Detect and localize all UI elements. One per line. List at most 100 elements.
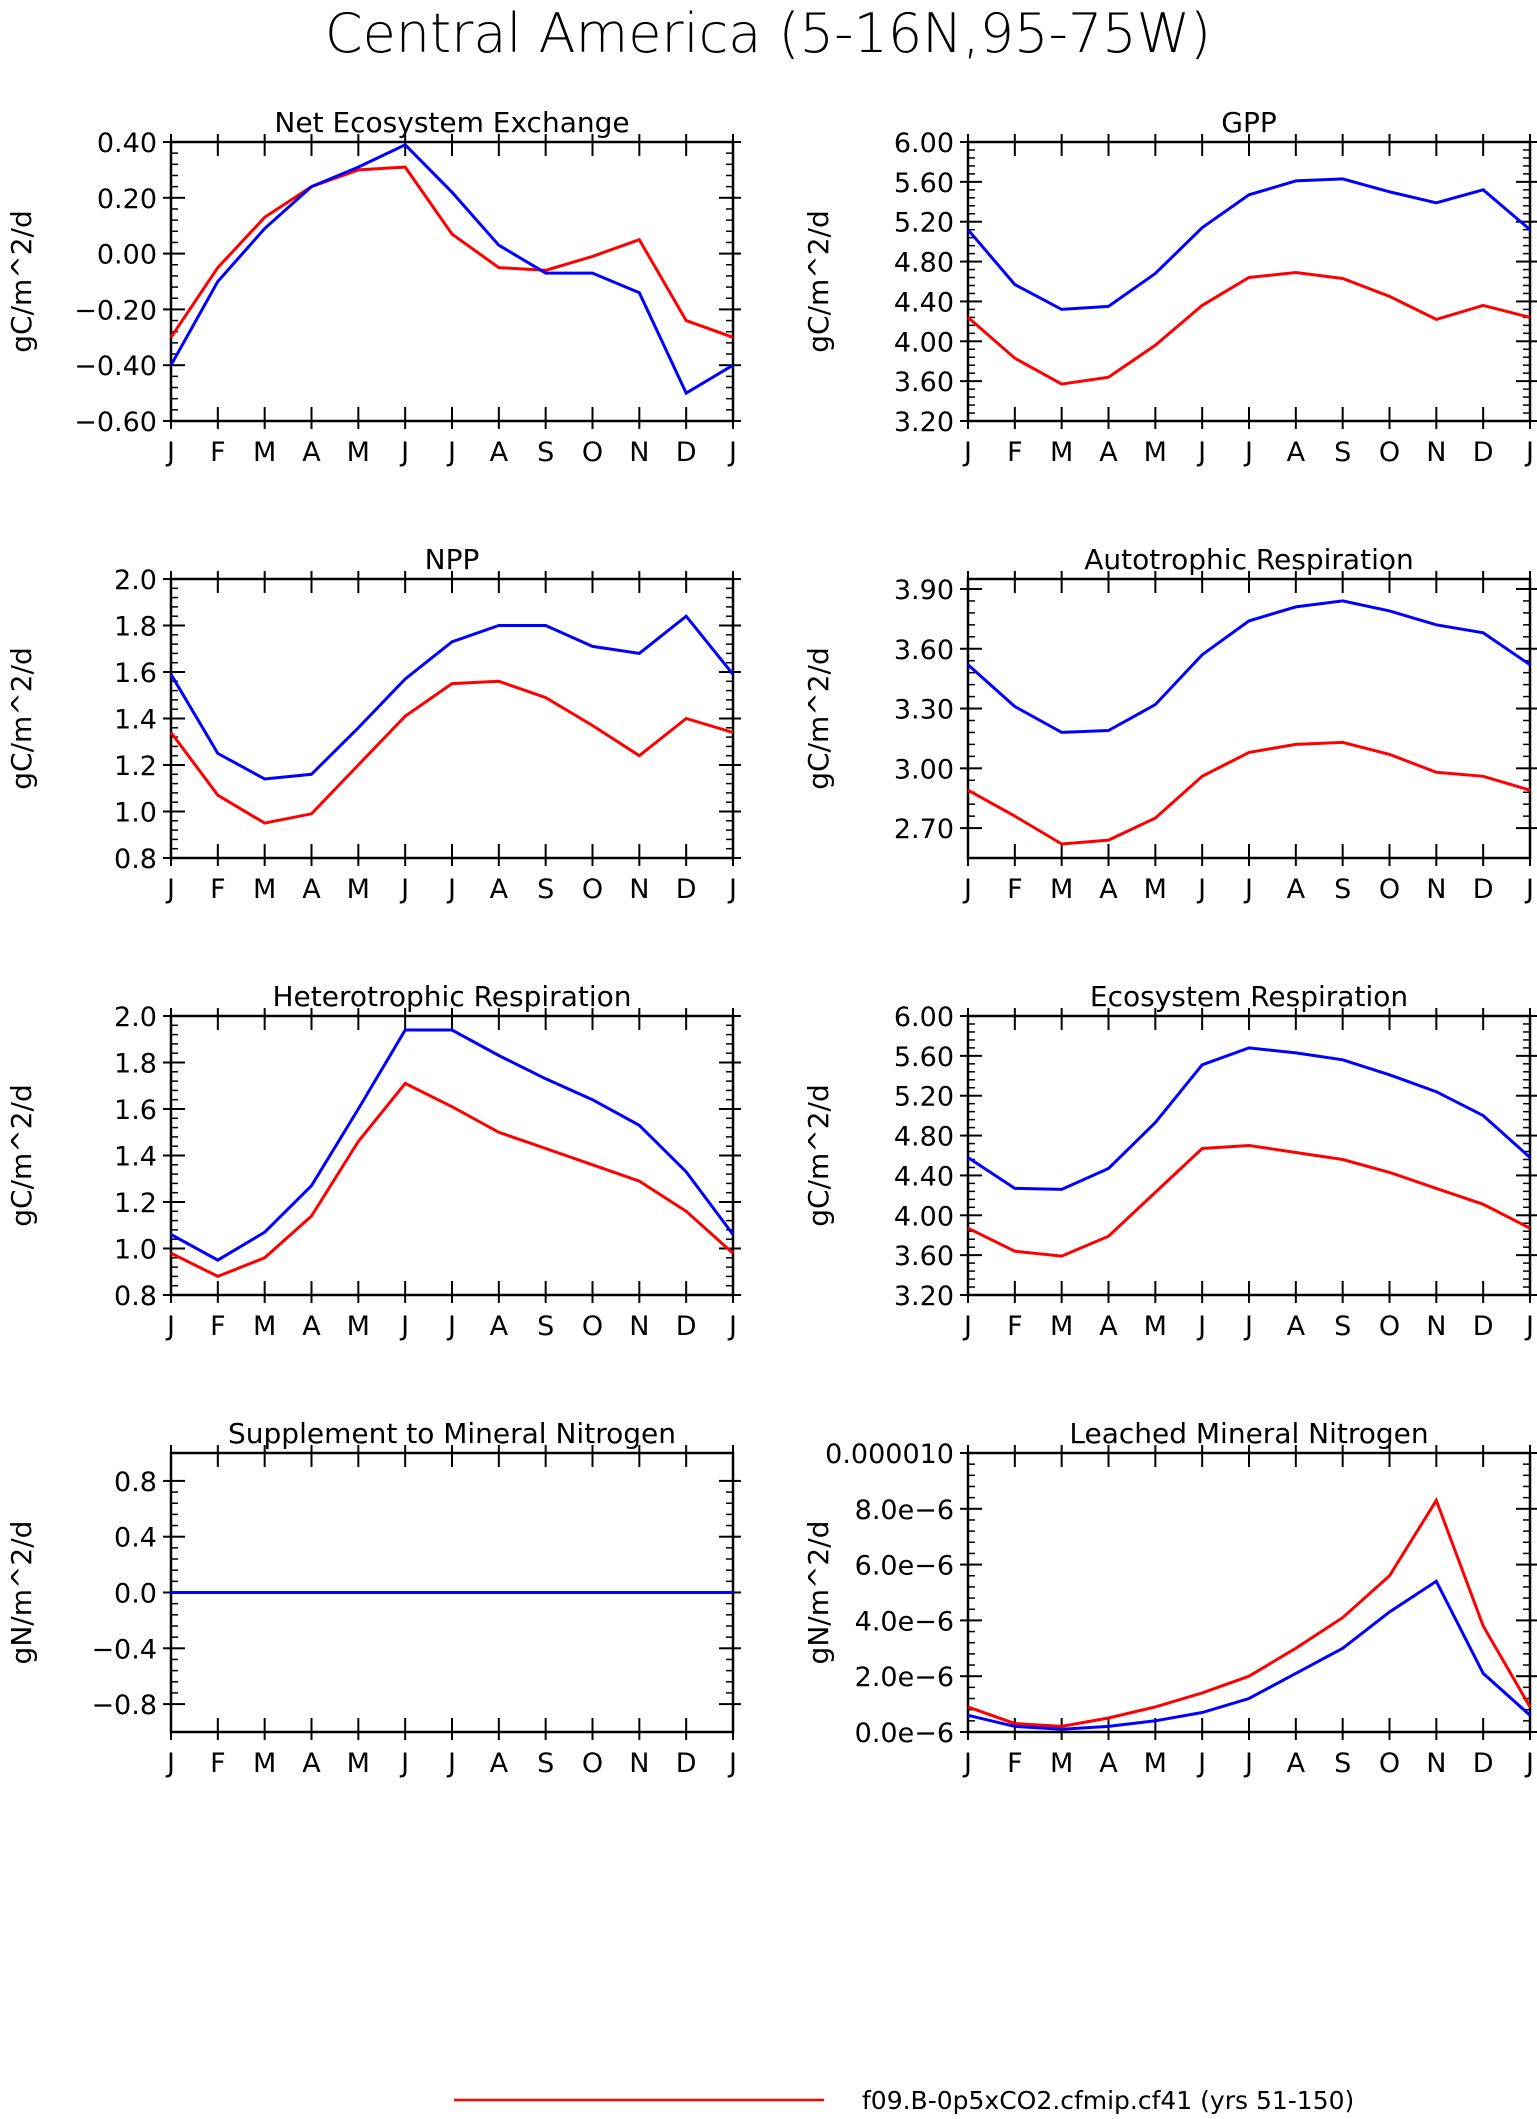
- x-tick-label: J: [1524, 874, 1534, 905]
- y-tick-label: 0.0: [114, 1579, 157, 1610]
- y-tick-label: 1.6: [114, 658, 157, 689]
- x-tick-label: A: [302, 437, 321, 468]
- panel-title: Net Ecosystem Exchange: [274, 106, 629, 139]
- series-line-1: [967, 1046, 1532, 1191]
- x-tick-label: D: [1473, 1748, 1494, 1779]
- x-tick-label: J: [962, 874, 972, 905]
- x-tick-label: A: [302, 1311, 321, 1342]
- x-tick-label: D: [1473, 874, 1494, 905]
- y-tick-label: 0.0e−6: [855, 1718, 954, 1749]
- y-tick-label: 5.20: [894, 1082, 954, 1113]
- x-tick-label: J: [1243, 874, 1253, 905]
- series-line-1: [967, 1579, 1532, 1731]
- y-tick-label: 4.00: [894, 327, 954, 358]
- x-tick-label: J: [1524, 1748, 1534, 1779]
- y-tick-label: 1.0: [114, 1235, 157, 1266]
- x-tick-label: F: [1007, 1311, 1023, 1342]
- y-tick-label: 3.30: [894, 695, 954, 726]
- x-tick-label: A: [490, 1311, 509, 1342]
- x-tick-label: F: [210, 874, 226, 905]
- x-tick-label: D: [1473, 437, 1494, 468]
- panel-6: Supplement to Mineral Nitrogen gN/m^2/d J F…: [5, 1417, 741, 1779]
- y-tick-label: 3.60: [894, 635, 954, 666]
- x-tick-label: J: [727, 1311, 737, 1342]
- y-tick-label: 4.00: [894, 1201, 954, 1232]
- x-tick-label: J: [1196, 437, 1206, 468]
- x-tick-label: O: [1379, 1748, 1400, 1779]
- x-tick-label: J: [165, 1311, 175, 1342]
- y-tick-label: 4.40: [894, 287, 954, 318]
- x-tick-label: J: [446, 874, 456, 905]
- y-tick-label: 3.90: [894, 575, 954, 606]
- x-tick-label: J: [1196, 1748, 1206, 1779]
- x-tick-label: M: [347, 1311, 370, 1342]
- y-tick-label: −0.40: [74, 351, 157, 382]
- y-tick-label: 5.60: [894, 1042, 954, 1073]
- series-line-0: [967, 1497, 1532, 1728]
- y-tick-label: 0.00: [97, 240, 157, 271]
- x-tick-label: M: [347, 874, 370, 905]
- y-axis-label: gN/m^2/d: [802, 1521, 835, 1665]
- x-tick-label: O: [1379, 874, 1400, 905]
- panel-title: Autotrophic Respiration: [1084, 543, 1413, 576]
- x-tick-label: D: [676, 437, 697, 468]
- panel-title: Leached Mineral Nitrogen: [1069, 1417, 1428, 1450]
- panel-title: Supplement to Mineral Nitrogen: [228, 1417, 676, 1450]
- x-tick-label: M: [1050, 1748, 1073, 1779]
- y-tick-label: 3.60: [894, 1241, 954, 1272]
- x-tick-label: J: [727, 874, 737, 905]
- x-tick-label: N: [1426, 437, 1446, 468]
- x-tick-label: O: [582, 1748, 603, 1779]
- series-line-1: [169, 614, 735, 781]
- y-tick-label: 3.20: [894, 1281, 954, 1312]
- x-tick-label: J: [165, 1748, 175, 1779]
- y-tick-label: 6.00: [894, 128, 954, 159]
- panel-title: NPP: [425, 543, 480, 576]
- x-tick-label: M: [1050, 874, 1073, 905]
- panel-title: GPP: [1221, 106, 1276, 139]
- x-tick-label: J: [165, 874, 175, 905]
- y-tick-label: 0.8: [114, 1467, 157, 1498]
- y-axis-label: gC/m^2/d: [802, 647, 835, 790]
- x-tick-label: D: [676, 874, 697, 905]
- x-tick-label: J: [962, 1311, 972, 1342]
- x-tick-label: J: [1524, 1311, 1534, 1342]
- x-tick-label: S: [1334, 1748, 1351, 1779]
- x-tick-label: N: [629, 1311, 649, 1342]
- panel-title: Heterotrophic Respiration: [273, 980, 632, 1013]
- legend-label: f09.B-0p5xCO2.cfmip.cf41 (yrs 51-150): [862, 2086, 1354, 2115]
- y-tick-label: 4.40: [894, 1161, 954, 1192]
- y-tick-label: 4.80: [894, 248, 954, 279]
- x-tick-label: M: [1144, 1748, 1167, 1779]
- series-line-0: [967, 1143, 1531, 1258]
- x-tick-label: A: [302, 1748, 321, 1779]
- x-tick-label: A: [302, 874, 321, 905]
- x-tick-label: J: [1243, 1311, 1253, 1342]
- x-tick-label: J: [399, 1748, 409, 1779]
- x-tick-label: J: [399, 874, 409, 905]
- x-tick-label: A: [1099, 1311, 1118, 1342]
- y-tick-label: 1.8: [114, 612, 157, 643]
- x-tick-label: J: [446, 1311, 456, 1342]
- x-tick-label: J: [727, 437, 737, 468]
- y-tick-label: 2.70: [894, 814, 954, 845]
- x-tick-label: D: [1473, 1311, 1494, 1342]
- x-tick-label: J: [446, 437, 456, 468]
- x-tick-label: O: [1379, 1311, 1400, 1342]
- x-tick-label: M: [1050, 1311, 1073, 1342]
- y-tick-label: 2.0: [114, 565, 157, 596]
- x-tick-label: N: [1426, 874, 1446, 905]
- y-tick-label: −0.8: [91, 1690, 157, 1721]
- x-tick-label: A: [490, 437, 509, 468]
- x-tick-label: J: [1196, 1311, 1206, 1342]
- y-tick-label: 0.8: [114, 844, 157, 875]
- x-tick-label: A: [1287, 1748, 1306, 1779]
- series-line-0: [170, 1081, 735, 1279]
